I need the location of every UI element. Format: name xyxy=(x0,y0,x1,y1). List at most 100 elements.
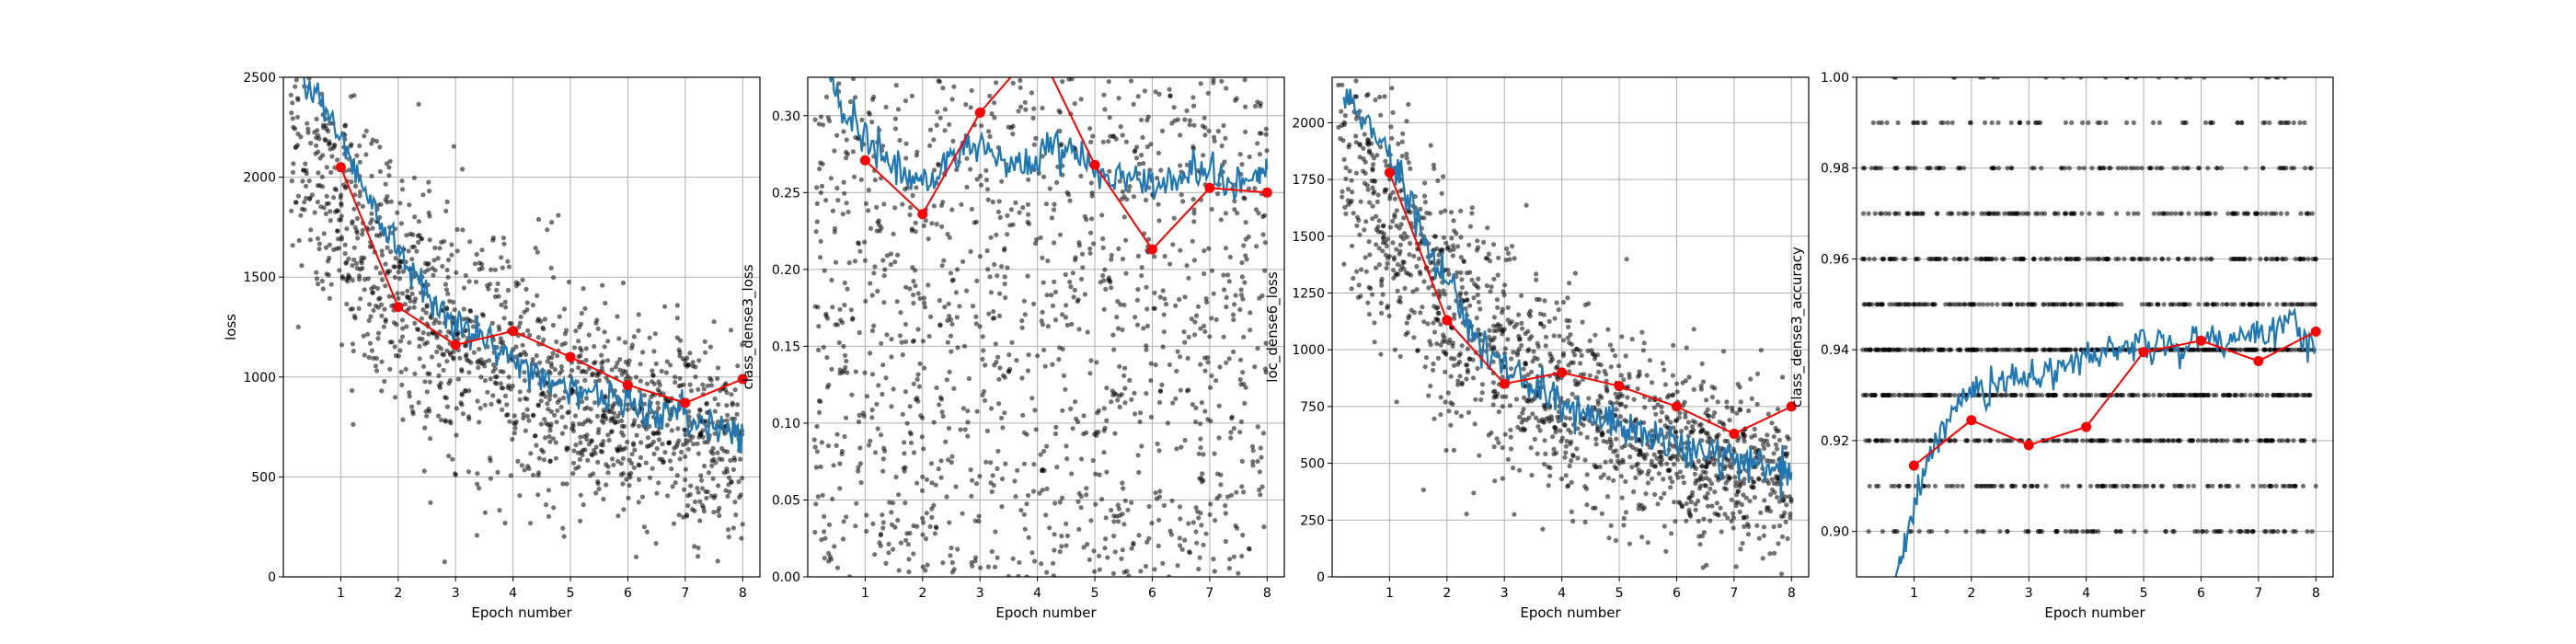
scatter-point xyxy=(1153,362,1158,368)
scatter-point xyxy=(1404,155,1409,161)
scatter-point xyxy=(1605,327,1611,332)
scatter-point xyxy=(1490,359,1496,364)
scatter-point xyxy=(1706,413,1711,419)
scatter-point xyxy=(1222,287,1227,293)
scatter-point xyxy=(920,474,926,479)
scatter-point xyxy=(940,86,946,91)
scatter-point xyxy=(1120,256,1126,262)
scatter-point xyxy=(1390,240,1396,246)
scatter-point xyxy=(1392,347,1397,352)
scatter-point xyxy=(1494,394,1500,399)
scatter-point xyxy=(673,480,678,486)
scatter-point xyxy=(903,500,908,506)
scatter-point xyxy=(344,301,350,307)
scatter-point xyxy=(434,335,440,340)
scatter-point xyxy=(338,195,343,201)
scatter-point xyxy=(1022,526,1028,532)
scatter-point xyxy=(1341,261,1347,267)
scatter-point xyxy=(1211,80,1216,86)
scatter-point xyxy=(1784,454,1789,459)
scatter-point xyxy=(653,541,659,546)
y-tick-label: 2000 xyxy=(1292,116,1325,131)
y-tick-label: 0.05 xyxy=(772,493,800,508)
scatter-point xyxy=(1475,238,1480,244)
scatter-point xyxy=(1502,346,1508,351)
scatter-point xyxy=(485,389,490,395)
scatter-point xyxy=(1104,385,1110,391)
scatter-point xyxy=(915,291,921,296)
scatter-point xyxy=(1709,385,1715,390)
scatter-point xyxy=(1003,295,1008,301)
scatter-point xyxy=(1541,324,1547,329)
scatter-point xyxy=(835,198,841,203)
scatter-point xyxy=(1443,339,1448,344)
scatter-point xyxy=(840,212,845,217)
x-tick-label: 8 xyxy=(1263,586,1271,601)
scatter-point xyxy=(1190,197,1196,202)
scatter-point xyxy=(517,320,523,326)
scatter-point xyxy=(505,287,512,293)
scatter-point xyxy=(999,178,1005,184)
epoch-marker xyxy=(1032,41,1042,52)
scatter-point xyxy=(1520,326,1525,331)
scatter-point xyxy=(557,314,562,319)
scatter-point xyxy=(1426,285,1432,291)
scatter-point xyxy=(535,316,541,322)
scatter-point xyxy=(937,298,942,304)
scatter-point xyxy=(362,133,367,139)
scatter-point xyxy=(553,440,558,445)
scatter-point xyxy=(1733,564,1739,569)
scatter-point xyxy=(1573,382,1579,387)
scatter-point xyxy=(507,419,512,424)
scatter-point xyxy=(377,295,383,301)
scatter-point xyxy=(631,334,638,339)
scatter-point xyxy=(351,206,357,212)
scatter-point xyxy=(1772,550,1777,557)
scatter-point xyxy=(886,550,891,556)
scatter-point xyxy=(585,417,592,422)
scatter-point xyxy=(594,413,601,419)
scatter-point xyxy=(1212,569,1217,574)
scatter-point xyxy=(2183,77,2190,80)
scatter-point xyxy=(939,224,945,229)
scatter-point xyxy=(687,438,693,443)
scatter-point xyxy=(2168,211,2174,216)
scatter-point xyxy=(942,305,948,310)
scatter-series xyxy=(1859,77,2318,535)
x-axis-label: Epoch number xyxy=(1520,604,1621,621)
scatter-point xyxy=(936,466,941,472)
scatter-point xyxy=(345,279,351,284)
y-tick-label: 750 xyxy=(1300,400,1325,415)
scatter-point xyxy=(1543,407,1548,412)
scatter-point xyxy=(343,260,349,266)
scatter-point xyxy=(1233,293,1238,298)
scatter-point xyxy=(521,411,526,417)
scatter-point xyxy=(881,273,887,279)
scatter-point xyxy=(535,249,540,255)
scatter-point xyxy=(1256,211,1261,216)
scatter-point xyxy=(1005,265,1010,270)
scatter-point xyxy=(1702,482,1708,489)
scatter-point xyxy=(674,335,680,340)
scatter-point xyxy=(383,181,388,187)
scatter-point xyxy=(685,503,691,509)
scatter-point xyxy=(1722,512,1728,517)
scatter-point xyxy=(1674,471,1680,477)
scatter-point xyxy=(1708,486,1713,491)
scatter-point xyxy=(844,201,849,206)
scatter-point xyxy=(1693,501,1698,507)
scatter-point xyxy=(1593,436,1599,442)
scatter-point xyxy=(1043,512,1049,518)
scatter-point xyxy=(1146,503,1152,510)
scatter-point xyxy=(2196,302,2202,307)
scatter-point xyxy=(535,335,542,340)
scatter-point xyxy=(949,545,954,551)
scatter-point xyxy=(2066,166,2072,171)
scatter-point xyxy=(577,456,583,462)
scatter-point xyxy=(605,339,611,344)
scatter-point xyxy=(1718,505,1723,511)
scatter-point xyxy=(1555,363,1560,370)
scatter-point xyxy=(1704,562,1709,568)
